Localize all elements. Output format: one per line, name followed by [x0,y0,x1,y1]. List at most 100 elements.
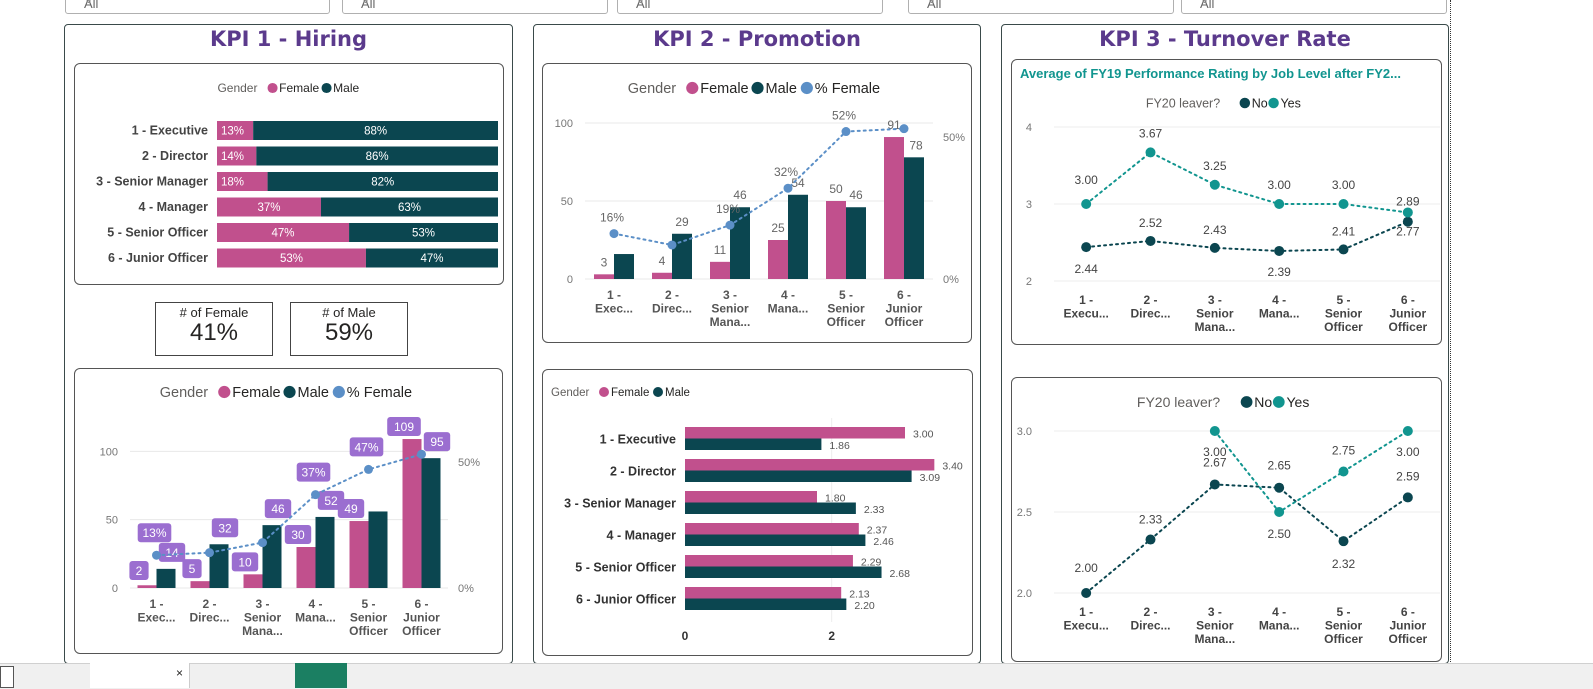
female-bar [217,146,257,166]
male-data-label: 95 [430,435,444,449]
sheet-tab-active[interactable] [295,663,347,688]
legend-marker-1 [321,82,332,94]
x-category-label: 1 - [1079,605,1093,619]
promotion-count-chart-card[interactable]: Gender Female Male % Female 0 50 100 0% 50% 1 - Ex… [542,63,972,343]
no-series-point [1209,242,1220,253]
x-category-label: 3 - [1208,605,1222,619]
pct-data-label: 52% [832,109,856,123]
slicer-5[interactable]: All ⌄ [1181,0,1447,14]
female-bar [243,574,263,588]
y-tick-label: 2 [1026,276,1032,288]
slicer-1[interactable]: All ⌄ [65,0,330,14]
x-category-label: Junior [886,302,923,316]
x-category-label: Exec... [595,302,633,316]
x-category-label: Direc... [1130,619,1170,633]
bar-category-label: 4 - Manager [607,529,677,543]
yes-series-point [1081,199,1092,209]
legend-item-1: Yes [1286,394,1309,410]
male-bar [267,172,498,191]
close-icon[interactable]: × [175,666,183,680]
hire-count-chart-card[interactable]: Gender Female Male % Female 0 50 100 0% 50% 1 - Ex… [74,368,503,654]
hire-pct-chart-card[interactable]: Gender Female Male 1 - Executive 13% 88% 2 - D… [74,63,504,285]
male-data-label: 54 [791,176,805,190]
sheet-tab-close[interactable]: × [90,663,190,688]
no-series-point [1338,244,1349,255]
legend-marker-1 [751,81,764,95]
x-category-label: 2 - [1143,293,1157,307]
female-data-label-badge [284,525,312,544]
yes-data-label: 3.00 [1074,173,1098,187]
x-category-label: 4 - [1272,293,1286,307]
legend-title: Gender [160,385,209,401]
bar-category-label: 2 - Director [610,465,676,479]
male-data-label-badge [158,542,186,562]
bar-category-label: 1 - Executive [600,433,676,447]
sheet-tab-left[interactable] [0,666,14,688]
female-bar [217,223,350,242]
slicer-3[interactable]: All ⌄ [617,0,883,14]
yes-series-line [1213,430,1409,514]
x-category-label: 4 - [308,597,322,611]
yes-series-point [1145,147,1156,158]
no-data-label: 2.43 [1203,223,1227,237]
female-data-label: 30 [291,528,305,542]
pct-female-point [258,538,267,548]
pct-data-label: 13% [142,526,166,540]
x-category-label: Senior [827,302,865,316]
legend-item-1: Male [665,387,690,399]
female-bar [685,523,859,535]
yes-data-label: 3.25 [1203,159,1227,173]
male-data-label: 46 [733,188,747,202]
slicer-2[interactable]: All ⌄ [342,0,608,14]
x-category-label: Officer [349,624,388,638]
female-card-label: # of Female [179,305,249,320]
turnover-rating-chart-card[interactable]: Average of FY19 Performance Rating by Jo… [1011,59,1442,345]
pct-female-point [417,449,426,459]
yes-data-label: 3.00 [1332,178,1356,192]
kpi1-title: KPI 1 - Hiring [209,27,368,51]
legend-item-0: Female [232,385,280,401]
legend-title: FY20 leaver? [1137,394,1220,410]
no-data-label: 2.59 [1396,469,1420,483]
x-category-label: 5 - [361,597,375,611]
female-bar [826,201,846,279]
yes-series-point [1274,507,1285,517]
hire-count-chart: Gender Female Male % Female 0 50 100 0% 50% 1 -Ex… [100,385,481,638]
x-category-label: Officer [402,624,441,638]
slicer-4-value: All [927,0,942,11]
male-bar [262,525,282,588]
male-bar [672,233,692,279]
male-data-label: 47% [420,253,443,265]
male-bar [685,502,856,514]
bar-category-label: 1 - Executive [132,124,208,138]
legend-marker-0 [1240,396,1253,408]
female-bar [685,491,817,503]
turnover-level-chart-card[interactable]: FY20 leaver? No Yes 2.0 2.5 3.0 1 - Execu... 2 -… [1011,377,1442,662]
x-category-label: Mana... [242,624,283,638]
pct-female-point [311,490,320,500]
slicer-1-value: All [84,0,99,11]
female-data-label-badge [337,499,365,519]
x-category-label: Senior [1325,307,1363,321]
female-data-label: 47% [272,228,295,240]
promotion-rating-chart-card[interactable]: Gender Female Male 0 2 1 - Executive 3.00 1.86 2… [542,369,973,656]
slicer-4[interactable]: All ⌄ [908,0,1174,14]
y2-tick-label: 50% [458,457,480,469]
male-bar [730,207,750,279]
pct-female-point [783,183,793,193]
yes-series-point [1402,426,1413,436]
x-category-label: Mana... [1259,619,1300,633]
x-category-label: Senior [350,611,388,625]
female-data-label-badge [182,559,202,579]
x-category-label: 5 - [839,288,853,302]
x-category-label: 4 - [781,288,795,302]
chevron-down-icon: ⌄ [361,0,371,6]
legend-marker-1 [1272,396,1285,408]
bar-category-label: 6 - Junior Officer [576,593,676,607]
legend-marker-2 [332,385,345,399]
x-category-label: Senior [1325,619,1363,633]
legend-item-1: Male [298,385,329,401]
no-series-point [1338,536,1349,547]
pct-data-label: 47% [354,440,378,454]
female-data-label: 2.37 [867,525,888,537]
